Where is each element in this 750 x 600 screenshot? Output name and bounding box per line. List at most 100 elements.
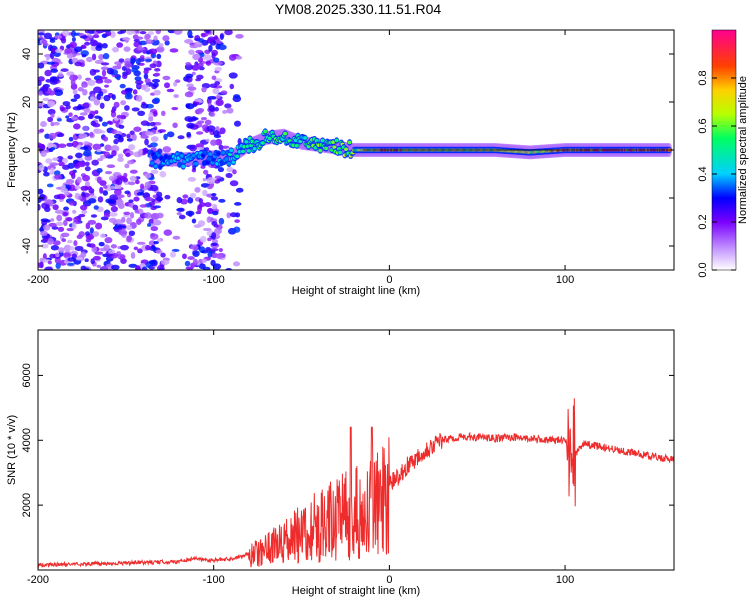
noise-blob xyxy=(118,229,128,236)
snr-xtick-label: 100 xyxy=(556,574,574,586)
noise-blob xyxy=(187,86,197,91)
noise-blob xyxy=(57,226,65,232)
noise-blob xyxy=(38,32,45,36)
noise-blob xyxy=(126,235,132,242)
noise-blob xyxy=(148,116,154,122)
noise-blob xyxy=(121,216,126,223)
noise-blob xyxy=(66,227,74,232)
noise-blob xyxy=(78,133,88,139)
noise-blob xyxy=(187,256,195,260)
noise-blob xyxy=(186,83,194,88)
noise-blob xyxy=(212,263,222,270)
noise-blob xyxy=(137,150,142,157)
noise-blob xyxy=(128,263,138,268)
noise-blob xyxy=(150,226,159,232)
noise-blob xyxy=(198,38,205,43)
noise-blob xyxy=(152,194,158,199)
noise-blob xyxy=(209,112,216,117)
noise-blob xyxy=(200,116,208,121)
noise-blob xyxy=(133,246,139,251)
noise-blob xyxy=(126,217,132,225)
ridge-mark xyxy=(226,161,231,166)
noise-blob xyxy=(110,244,117,249)
noise-blob xyxy=(101,43,108,49)
noise-blob xyxy=(48,132,57,140)
colorbar-gradient xyxy=(711,29,737,271)
noise-blob xyxy=(191,71,196,76)
noise-blob xyxy=(211,239,219,244)
noise-blob xyxy=(77,104,82,110)
noise-blob xyxy=(161,110,166,117)
noise-blob xyxy=(173,30,183,35)
noise-blob xyxy=(113,188,122,196)
noise-blob xyxy=(39,128,45,133)
noise-blob xyxy=(198,198,204,204)
noise-blob xyxy=(144,181,151,189)
noise-blob xyxy=(92,143,102,151)
noise-blob xyxy=(141,266,148,270)
noise-blob xyxy=(56,214,63,222)
noise-blob xyxy=(208,44,213,52)
noise-blob xyxy=(150,169,159,174)
noise-blob xyxy=(94,110,99,115)
noise-blob xyxy=(192,250,200,257)
noise-blob xyxy=(44,133,51,139)
noise-blob xyxy=(187,30,193,37)
noise-blob xyxy=(50,245,60,251)
noise-blob xyxy=(123,211,131,216)
ridge-mark xyxy=(221,150,226,155)
noise-blob xyxy=(135,179,140,185)
noise-blob xyxy=(225,172,233,178)
noise-blob xyxy=(67,155,73,160)
snr-xtick-label: -200 xyxy=(27,574,49,586)
noise-blob xyxy=(226,212,231,219)
noise-blob xyxy=(135,58,141,66)
noise-blob xyxy=(99,102,105,109)
ridge-mark xyxy=(181,164,186,169)
noise-blob xyxy=(80,35,88,39)
ridge-mark xyxy=(320,138,325,143)
noise-blob xyxy=(100,62,110,66)
noise-blob xyxy=(117,153,124,159)
noise-blob xyxy=(154,67,161,72)
noise-blob xyxy=(94,251,104,255)
colorbar-tick-label: 0.4 xyxy=(697,166,709,181)
noise-blob xyxy=(77,161,86,168)
snr-ytick-label: 4000 xyxy=(21,428,33,452)
noise-blob xyxy=(155,30,162,35)
noise-blob xyxy=(153,97,160,103)
noise-blob xyxy=(156,238,162,242)
spectrogram-marks xyxy=(38,30,674,270)
snr-ytick-label: 6000 xyxy=(21,363,33,387)
ridge-mark xyxy=(246,148,251,153)
noise-blob xyxy=(43,171,50,177)
noise-blob xyxy=(115,199,124,207)
noise-blob xyxy=(152,82,159,88)
noise-blob xyxy=(167,30,176,34)
noise-blob xyxy=(212,130,220,137)
noise-blob xyxy=(218,247,223,253)
noise-blob xyxy=(115,177,123,185)
noise-blob xyxy=(61,232,70,238)
noise-blob xyxy=(219,33,224,40)
noise-blob xyxy=(158,43,164,48)
noise-blob xyxy=(88,195,97,200)
noise-blob xyxy=(79,112,88,116)
noise-blob xyxy=(140,134,149,139)
noise-blob xyxy=(109,194,119,201)
noise-blob xyxy=(82,174,91,182)
noise-blob xyxy=(96,176,102,184)
ridge-mark xyxy=(245,144,250,149)
noise-blob xyxy=(88,187,95,194)
noise-blob xyxy=(87,219,97,225)
noise-blob xyxy=(211,52,216,60)
noise-blob xyxy=(105,31,112,37)
noise-blob xyxy=(44,266,53,270)
noise-blob xyxy=(224,103,232,109)
noise-blob xyxy=(171,106,179,111)
noise-blob xyxy=(104,144,112,152)
colorbar-tick-label: 0.2 xyxy=(697,214,709,229)
noise-blob xyxy=(94,115,102,119)
ridge-mark xyxy=(252,146,257,151)
noise-blob xyxy=(153,240,159,245)
